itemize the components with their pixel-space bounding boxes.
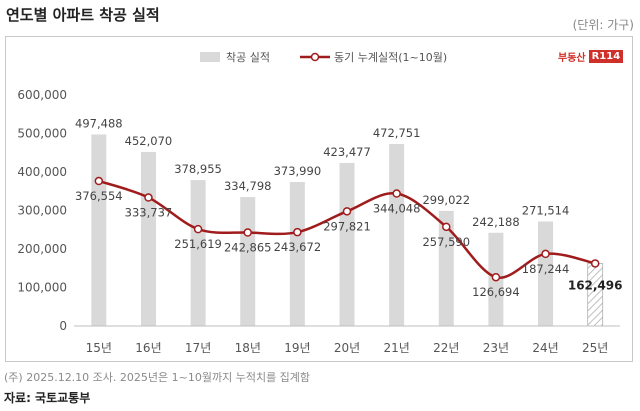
x-axis: 15년 16년 17년 18년 19년 20년 21년 22년 23년 24년 25년 [74, 325, 620, 355]
y-tick-label: 200,000 [17, 242, 67, 256]
line-value-label: 187,244 [522, 262, 570, 276]
line-value-label: 126,694 [472, 285, 520, 299]
line-value-label: 297,821 [323, 219, 371, 233]
bar-value-label: 242,188 [472, 215, 520, 229]
line-value-label: 376,554 [75, 189, 123, 203]
bar-value-label: 423,477 [323, 145, 371, 159]
line-value-label: 243,672 [274, 240, 322, 254]
line-point [293, 227, 302, 237]
unit-label: (단위: 가구) [572, 18, 634, 32]
brand-badge: R114 [588, 49, 624, 63]
chart-title: 연도별 아파트 착공 실적 [6, 6, 160, 24]
y-tick-label: 0 [59, 319, 67, 333]
brand-text: 부동산 [558, 52, 586, 64]
bar-value-label: 299,022 [422, 193, 470, 207]
x-tick-label: 23년 [483, 341, 509, 355]
legend: 착공 실적 동기 누계실적(1~10월) [200, 51, 447, 64]
bar [438, 210, 454, 326]
x-tick-label: 20년 [334, 341, 360, 355]
y-tick-label: 500,000 [17, 127, 67, 141]
bar-value-label: 373,990 [274, 164, 322, 178]
legend-bar-label: 착공 실적 [226, 51, 270, 64]
x-tick-label: 15년 [86, 341, 112, 355]
bar-value-label: 334,798 [224, 179, 272, 193]
bar-value-label: 452,070 [125, 134, 173, 148]
line-point [541, 249, 550, 259]
line-point [144, 193, 153, 202]
footnote: (주) 2025.12.10 조사. 2025년은 1~10월까지 누적치를 집… [4, 371, 311, 384]
bar-value-label: 378,955 [174, 162, 222, 176]
line-point [442, 222, 451, 232]
bar [91, 134, 107, 326]
bar [240, 197, 256, 326]
chart-frame [5, 36, 633, 362]
x-tick-label: 25년 [582, 341, 608, 355]
bar-value-label: 472,751 [373, 126, 421, 140]
line-point [392, 189, 401, 198]
x-tick-label: 16년 [135, 341, 161, 355]
line-point [491, 272, 501, 282]
line-value-label: 333,737 [125, 206, 173, 220]
x-tick-label: 17년 [185, 341, 211, 355]
line-value-label: 257,590 [422, 235, 470, 249]
bar [538, 221, 554, 326]
bar [587, 263, 604, 327]
bar [339, 162, 355, 326]
data-labels: 497,488452,070378,955334,798373,990423,4… [75, 116, 622, 299]
brand-logo: 부동산 R114 [558, 47, 624, 65]
bar [289, 182, 305, 326]
line-point [243, 228, 252, 237]
bar-value-label: 497,488 [75, 116, 123, 130]
source-label: 자료: 국토교통부 [4, 391, 91, 405]
line-value-label: 251,619 [174, 237, 222, 251]
legend-line-marker [310, 52, 320, 62]
y-tick-label: 600,000 [17, 88, 67, 102]
line-point [193, 224, 203, 234]
legend-line-label: 동기 누계실적(1~10월) [334, 51, 447, 64]
y-tick-label: 400,000 [17, 165, 67, 179]
x-tick-label: 24년 [532, 341, 558, 355]
y-axis: 0 100,000 200,000 300,000 400,000 500,000 600,… [17, 88, 67, 333]
x-tick-label: 22년 [433, 341, 459, 355]
x-tick-label: 19년 [284, 341, 310, 355]
bar [190, 180, 206, 326]
bar-value-label: 162,496 [568, 278, 623, 292]
y-tick-label: 100,000 [17, 281, 67, 295]
cumulative-line [94, 176, 600, 282]
bar [140, 151, 156, 326]
y-tick-label: 300,000 [17, 204, 67, 218]
bar [389, 143, 405, 326]
x-tick-label: 18년 [235, 341, 261, 355]
bar-value-label: 271,514 [522, 203, 570, 217]
line-point [94, 176, 104, 186]
line-value-label: 344,048 [373, 202, 421, 216]
line-value-label: 242,865 [224, 240, 272, 254]
x-tick-label: 21년 [383, 341, 409, 355]
line-point [342, 207, 352, 216]
line-point [590, 259, 600, 268]
legend-bar-swatch [200, 52, 220, 62]
